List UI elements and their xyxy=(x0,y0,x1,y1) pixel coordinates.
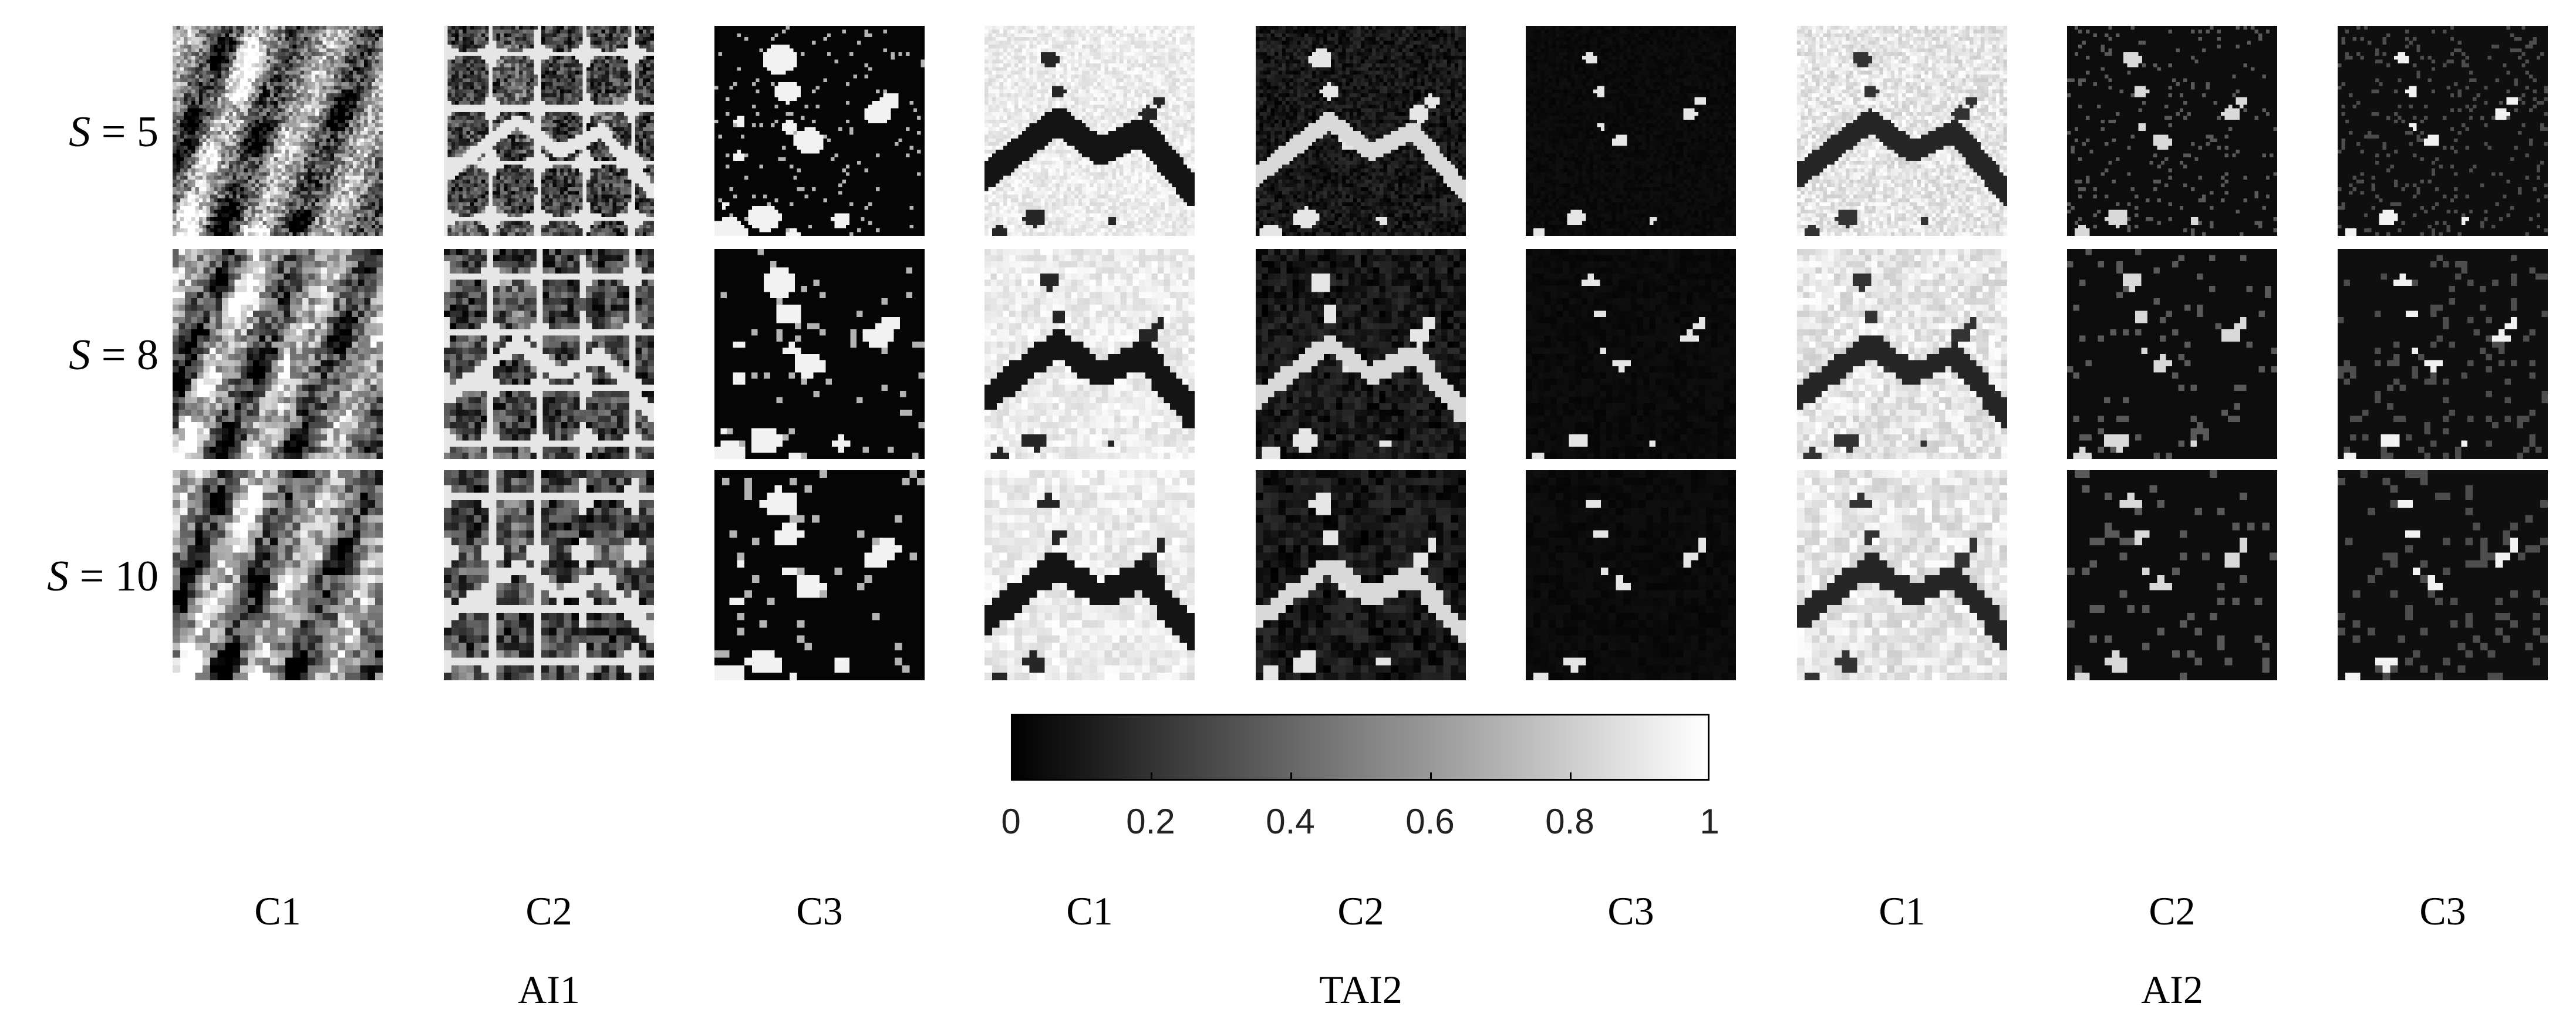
map-tile-c2-tai2-s10 xyxy=(1256,470,1466,680)
map-tile-c3-ai2-s5 xyxy=(2338,26,2548,236)
map-tile-c1-ai2-s5 xyxy=(1797,26,2007,236)
map-tile-c2-ai2-s8 xyxy=(2067,249,2277,459)
map-tile-c1-ai1-s10 xyxy=(173,470,383,680)
map-tile-c2-ai2-s5 xyxy=(2067,26,2277,236)
column-label: C2 xyxy=(2149,889,2196,933)
colorbar-tick-label: 0.4 xyxy=(1266,802,1315,841)
column-label: C2 xyxy=(525,889,572,933)
map-tile-c1-tai2-s5 xyxy=(984,26,1195,236)
colorbar-tick-label: 1 xyxy=(1700,802,1719,841)
column-label: C1 xyxy=(1879,889,1926,933)
group-label-ai1: AI1 xyxy=(518,967,580,1012)
map-tile-c3-ai1-s8 xyxy=(714,249,925,459)
colorbar-tick-label: 0.2 xyxy=(1126,802,1175,841)
row-label-s8: S = 8 xyxy=(69,331,159,379)
map-tile-c3-ai2-s10 xyxy=(2338,470,2548,680)
column-label: C1 xyxy=(1066,889,1113,933)
map-tile-c3-tai2-s5 xyxy=(1526,26,1736,236)
column-label: C1 xyxy=(254,889,301,933)
group-label-tai2: TAI2 xyxy=(1319,967,1402,1012)
map-tile-c3-ai1-s10 xyxy=(714,470,925,680)
colorbar-tick-label: 0.6 xyxy=(1405,802,1455,841)
map-tile-c1-ai1-s8 xyxy=(173,249,383,459)
column-label: C3 xyxy=(2419,889,2466,933)
map-tile-c1-tai2-s10 xyxy=(984,470,1195,680)
colorbar xyxy=(1011,714,1710,781)
map-tile-c1-ai2-s8 xyxy=(1797,249,2007,459)
colorbar-tick-label: 0 xyxy=(1001,802,1021,841)
map-tile-c1-ai2-s10 xyxy=(1797,470,2007,680)
column-label: C3 xyxy=(796,889,843,933)
map-tile-c2-ai1-s10 xyxy=(444,470,654,680)
colorbar-tick xyxy=(1570,772,1572,781)
map-tile-c3-ai2-s8 xyxy=(2338,249,2548,459)
map-tile-c1-ai1-s5 xyxy=(173,26,383,236)
colorbar-tick xyxy=(1430,772,1432,781)
map-tile-c2-ai1-s5 xyxy=(444,26,654,236)
colorbar-tick xyxy=(1708,772,1710,781)
map-tile-c3-tai2-s10 xyxy=(1526,470,1736,680)
row-label-s10: S = 10 xyxy=(47,552,159,600)
colorbar-tick-label: 0.8 xyxy=(1545,802,1594,841)
group-label-ai2: AI2 xyxy=(2141,967,2203,1012)
column-label: C2 xyxy=(1337,889,1384,933)
map-tile-c2-ai2-s10 xyxy=(2067,470,2277,680)
map-tile-c3-ai1-s5 xyxy=(714,26,925,236)
map-tile-c2-tai2-s8 xyxy=(1256,249,1466,459)
map-tile-c1-tai2-s8 xyxy=(984,249,1195,459)
map-tile-c2-ai1-s8 xyxy=(444,249,654,459)
colorbar-tick xyxy=(1011,772,1013,781)
map-tile-c2-tai2-s5 xyxy=(1256,26,1466,236)
map-tile-c3-tai2-s8 xyxy=(1526,249,1736,459)
colorbar-tick xyxy=(1290,772,1292,781)
image-grid xyxy=(173,26,2548,680)
colorbar-tick xyxy=(1151,772,1152,781)
column-label: C3 xyxy=(1607,889,1654,933)
row-label-s5: S = 5 xyxy=(69,108,159,156)
